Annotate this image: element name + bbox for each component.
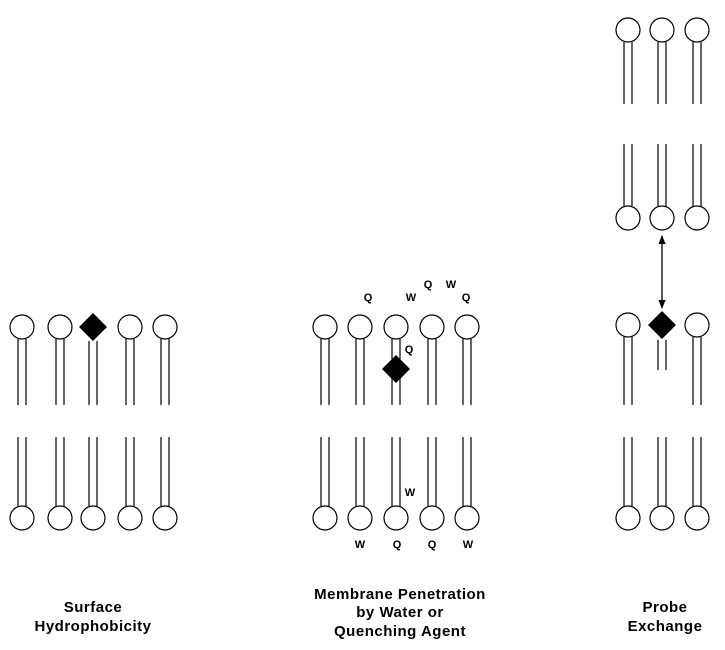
lipid-head (384, 506, 408, 530)
label: Q (405, 344, 414, 356)
label: W (463, 539, 474, 551)
lipid-head (616, 18, 640, 42)
caption: Hydrophobicity (34, 618, 151, 635)
lipid-head (153, 506, 177, 530)
label: W (405, 487, 416, 499)
diagram: QWQWQQWWQQWSurfaceHydrophobicityMembrane… (0, 0, 725, 650)
lipid-head (348, 315, 372, 339)
label: Q (364, 292, 373, 304)
label: W (355, 539, 366, 551)
caption: Surface (64, 599, 123, 616)
lipid-head (455, 506, 479, 530)
lipid-head (10, 315, 34, 339)
caption: Quenching Agent (334, 623, 466, 640)
lipid-head (10, 506, 34, 530)
caption: by Water or (356, 604, 443, 621)
lipid-head (650, 18, 674, 42)
probe (79, 313, 107, 341)
lipid-head (685, 506, 709, 530)
label: W (446, 279, 457, 291)
caption: Exchange (628, 618, 703, 635)
lipid-head (685, 313, 709, 337)
lipid-head (616, 313, 640, 337)
lipid-head (348, 506, 372, 530)
lipid-head (313, 506, 337, 530)
lipid-head (118, 315, 142, 339)
label: W (406, 292, 417, 304)
caption: Membrane Penetration (314, 586, 486, 603)
label: Q (462, 292, 471, 304)
lipid-head (455, 315, 479, 339)
lipid-head (685, 18, 709, 42)
lipid-head (650, 506, 674, 530)
lipid-head (153, 315, 177, 339)
lipid-head (81, 506, 105, 530)
label: Q (428, 539, 437, 551)
probe (648, 311, 676, 339)
label: Q (393, 539, 402, 551)
lipid-head (616, 506, 640, 530)
lipid-head (313, 315, 337, 339)
lipid-head (420, 506, 444, 530)
lipid-head (384, 315, 408, 339)
lipid-head (48, 315, 72, 339)
lipid-head (48, 506, 72, 530)
lipid-head (650, 206, 674, 230)
caption: Probe (642, 599, 687, 616)
probe (382, 355, 410, 383)
lipid-head (616, 206, 640, 230)
lipid-head (685, 206, 709, 230)
lipid-head (420, 315, 444, 339)
lipid-head (118, 506, 142, 530)
label: Q (424, 279, 433, 291)
